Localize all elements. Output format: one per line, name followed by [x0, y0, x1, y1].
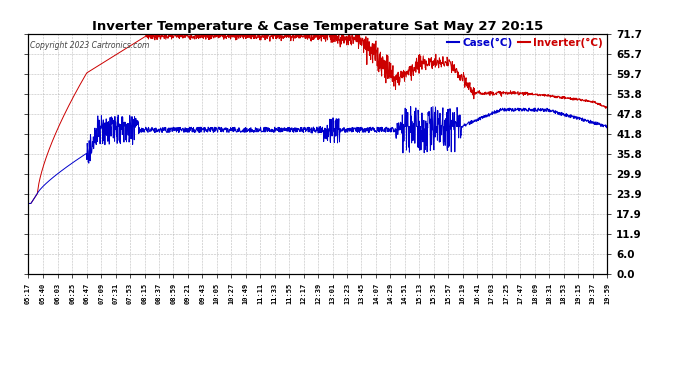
Title: Inverter Temperature & Case Temperature Sat May 27 20:15: Inverter Temperature & Case Temperature … [92, 20, 543, 33]
Legend: Case(°C), Inverter(°C): Case(°C), Inverter(°C) [442, 34, 607, 52]
Text: Copyright 2023 Cartronics.com: Copyright 2023 Cartronics.com [30, 41, 150, 50]
